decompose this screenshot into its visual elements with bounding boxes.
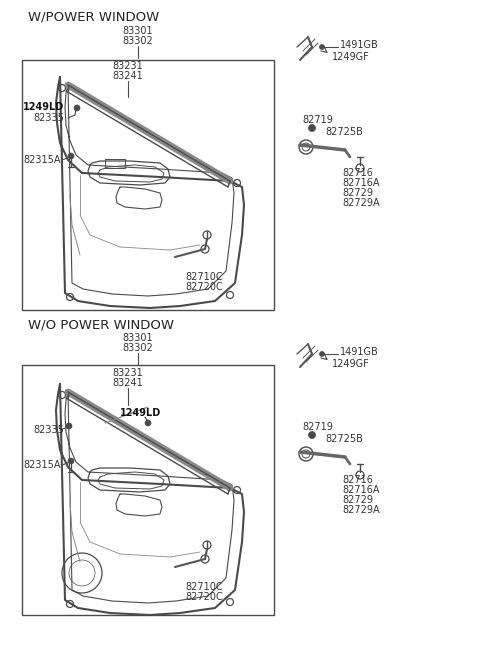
Circle shape [299,140,313,154]
Text: 82315A: 82315A [23,460,60,470]
Text: 83301: 83301 [123,26,153,36]
Text: 83231: 83231 [113,61,144,71]
Text: 1249LD: 1249LD [23,102,64,112]
Circle shape [74,105,80,111]
Text: 82729A: 82729A [342,198,380,208]
Bar [22,60,274,310]
Circle shape [233,487,240,493]
Text: 83241: 83241 [113,71,144,81]
Circle shape [299,447,313,461]
Circle shape [67,293,73,301]
Text: 82725B: 82725B [325,434,363,444]
Text: 82720C: 82720C [185,282,223,292]
Text: W/POWER WINDOW: W/POWER WINDOW [28,10,159,24]
Text: 83231: 83231 [113,368,144,378]
Text: 82729: 82729 [342,188,373,198]
Circle shape [203,231,211,239]
Circle shape [320,45,324,50]
Circle shape [62,553,102,593]
Circle shape [309,432,315,438]
Circle shape [68,458,74,464]
Text: 83241: 83241 [113,378,144,388]
Text: 82716: 82716 [342,475,373,485]
Circle shape [233,179,240,187]
Text: 82716A: 82716A [342,485,380,495]
Circle shape [302,450,310,458]
Text: 82315A: 82315A [23,155,60,165]
Circle shape [67,601,73,607]
Text: 82725B: 82725B [325,127,363,137]
Circle shape [309,124,315,132]
Circle shape [66,423,72,429]
Text: 82729A: 82729A [342,505,380,515]
Circle shape [356,471,364,479]
Text: 82719: 82719 [302,115,333,125]
Circle shape [302,143,310,151]
Text: 1491GB: 1491GB [340,347,379,357]
Text: 82335: 82335 [33,113,64,123]
Circle shape [201,245,209,253]
Text: 82335: 82335 [33,425,64,435]
Text: 82719: 82719 [302,422,333,432]
Circle shape [227,291,233,299]
Circle shape [320,352,324,356]
Text: 82716: 82716 [342,168,373,178]
Circle shape [203,541,211,549]
Text: 1249GF: 1249GF [332,52,370,62]
Text: 82710C: 82710C [185,272,223,282]
Text: 82720C: 82720C [185,592,223,602]
Circle shape [145,420,151,426]
Text: 83302: 83302 [122,343,154,353]
Circle shape [201,555,209,563]
Text: 83302: 83302 [122,36,154,46]
Text: W/O POWER WINDOW: W/O POWER WINDOW [28,318,174,331]
Circle shape [68,153,74,159]
Text: 82710C: 82710C [185,582,223,592]
Text: 1249LD: 1249LD [120,408,161,418]
Text: 1249GF: 1249GF [332,359,370,369]
Text: 82716A: 82716A [342,178,380,188]
Text: 1491GB: 1491GB [340,40,379,50]
Circle shape [227,599,233,605]
Circle shape [59,392,65,398]
Text: 82729: 82729 [342,495,373,505]
Circle shape [59,84,65,92]
Circle shape [356,164,364,172]
Bar [22,365,274,615]
Text: 83301: 83301 [123,333,153,343]
